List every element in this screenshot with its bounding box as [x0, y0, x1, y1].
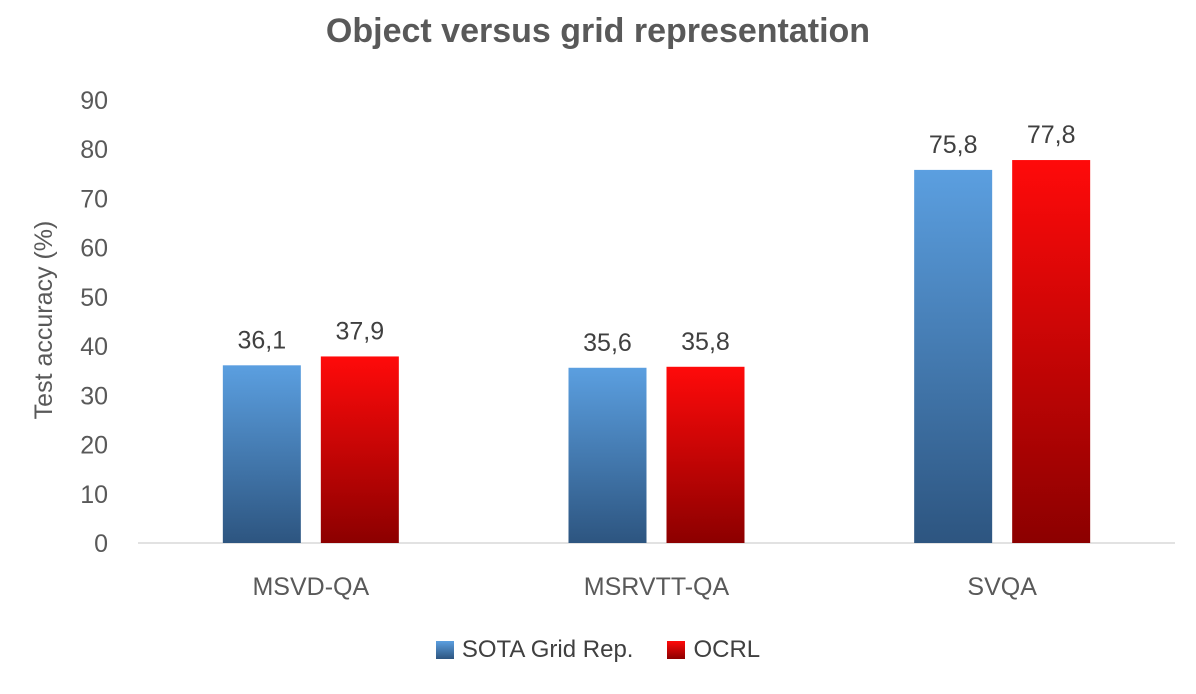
bar-sota [568, 367, 647, 543]
x-tick-label: MSRVTT-QA [584, 573, 730, 601]
x-tick-label: MSVD-QA [252, 573, 369, 601]
chart-title: Object versus grid representation [325, 12, 871, 50]
legend: SOTA Grid Rep. OCRL [0, 636, 1196, 664]
legend-item-ocrl: OCRL [667, 636, 760, 664]
legend-label-sota: SOTA Grid Rep. [461, 636, 634, 663]
y-tick-label: 50 [80, 284, 108, 312]
bar-ocrl [320, 356, 399, 543]
data-label: 35,6 [583, 329, 632, 357]
y-tick-label: 0 [94, 530, 108, 558]
bar-ocrl [1012, 160, 1091, 543]
data-label: 77,8 [1027, 121, 1076, 149]
y-tick-label: 40 [80, 333, 108, 361]
legend-swatch-sota [435, 641, 454, 659]
data-label: 75,8 [929, 131, 978, 159]
y-tick-label: 10 [80, 481, 108, 509]
y-tick-label: 80 [80, 136, 108, 164]
y-tick-label: 90 [80, 87, 108, 115]
legend-item-sota: SOTA Grid Rep. [435, 636, 634, 664]
data-label: 36,1 [237, 326, 286, 354]
legend-swatch-ocrl [667, 641, 686, 659]
y-tick-label: 20 [80, 432, 108, 460]
bar-sota [222, 365, 301, 543]
bar-sota [914, 169, 993, 543]
data-label: 37,9 [335, 317, 384, 345]
x-tick-label: SVQA [967, 573, 1037, 601]
data-label: 35,8 [681, 328, 730, 356]
y-tick-label: 60 [80, 235, 108, 263]
y-tick-label: 30 [80, 382, 108, 410]
y-axis-label: Test accuracy (%) [30, 221, 58, 420]
bar-ocrl [666, 366, 745, 543]
legend-label-ocrl: OCRL [693, 636, 761, 663]
y-tick-label: 70 [80, 185, 108, 213]
